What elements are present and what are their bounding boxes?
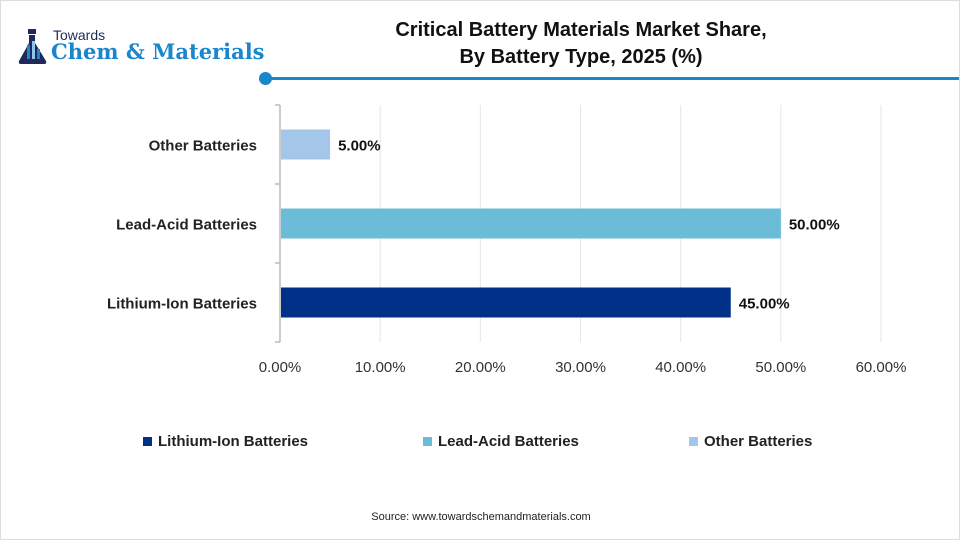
legend-swatch: [423, 437, 432, 446]
title-rule-dot: [259, 72, 272, 85]
title-line2: By Battery Type, 2025 (%): [459, 46, 703, 68]
x-tick-label: 10.00%: [355, 359, 406, 376]
bar: [281, 287, 731, 318]
x-tick-label: 60.00%: [856, 359, 907, 376]
x-tick-label: 0.00%: [259, 359, 302, 376]
chart-title: Critical Battery Materials Market Share,…: [331, 17, 831, 71]
flask-icon: [18, 29, 47, 64]
legend-item: Lithium-Ion Batteries: [143, 433, 308, 450]
legend-label: Lead-Acid Batteries: [438, 433, 579, 450]
legend-swatch: [143, 437, 152, 446]
title-rule: [269, 77, 959, 80]
plot-area: 0.00% 10.00% 20.00% 30.00% 40.00% 50.00% 60.00…: [107, 104, 907, 376]
title-line1: Critical Battery Materials Market Share,: [395, 19, 767, 41]
data-label: 45.00%: [739, 296, 790, 313]
legend-swatch: [689, 437, 698, 446]
bar: [281, 208, 781, 239]
x-tick-label: 50.00%: [755, 359, 806, 376]
legend-item: Lead-Acid Batteries: [423, 433, 579, 450]
legend-label: Other Batteries: [704, 433, 813, 450]
logo-line1: Towards: [53, 27, 106, 43]
x-tick-label: 40.00%: [655, 359, 706, 376]
category-label: Lithium-Ion Batteries: [107, 296, 257, 313]
source-note: Source: www.towardschemandmaterials.com: [371, 511, 591, 523]
category-label: Other Batteries: [149, 138, 257, 155]
data-label: 50.00%: [789, 217, 840, 234]
category-label: Lead-Acid Batteries: [116, 217, 257, 234]
legend-label: Lithium-Ion Batteries: [158, 433, 309, 450]
bar: [281, 129, 331, 160]
legend-item: Other Batteries: [689, 433, 812, 450]
data-label: 5.00%: [338, 138, 381, 155]
logo-line2: Chem & Materials: [51, 39, 265, 64]
x-tick-label: 30.00%: [555, 359, 606, 376]
x-tick-label: 20.00%: [455, 359, 506, 376]
